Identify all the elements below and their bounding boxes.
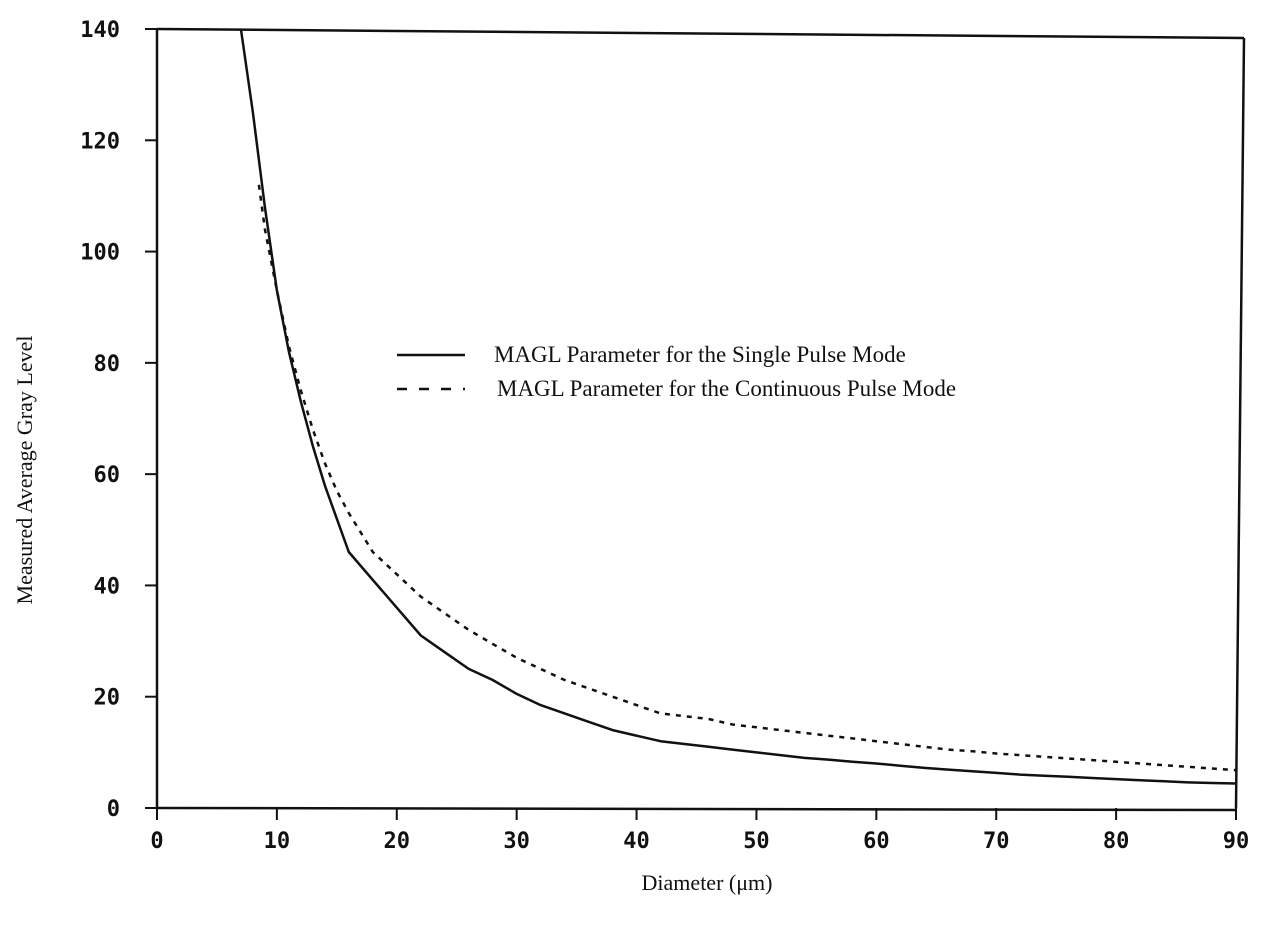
- x-tick-label: 60: [863, 829, 890, 854]
- x-tick-label: 20: [384, 829, 411, 854]
- series-line-continuous-pulse: [257, 184, 1237, 772]
- y-tick-label: 40: [94, 574, 121, 599]
- x-tick-label: 30: [503, 829, 530, 854]
- plot-border-right: [1234, 37, 1246, 809]
- y-axis-title: Measured Average Gray Level: [12, 336, 37, 605]
- legend-label-continuous: MAGL Parameter for the Continuous Pulse …: [497, 376, 956, 401]
- x-tick-label: 70: [983, 829, 1010, 854]
- y-tick-label: 120: [80, 129, 120, 154]
- y-tick-label: 100: [80, 241, 120, 266]
- series-layer: [239, 28, 1237, 785]
- x-tick-label: 10: [264, 829, 291, 854]
- y-tick-label: 140: [80, 18, 120, 43]
- x-tick-label: 50: [743, 829, 770, 854]
- y-axis-ticks: 0 20 40 60 80 100 120 140: [80, 18, 157, 822]
- x-axis-ticks: 0 10 20 30 40 50 60 70 80 90: [150, 808, 1249, 854]
- y-tick-label: 80: [94, 352, 121, 377]
- x-axis-title: Diameter (μm): [642, 870, 773, 895]
- x-tick-label: 80: [1103, 829, 1130, 854]
- x-axis-line: [156, 806, 1237, 812]
- plot-border-top: [156, 27, 1245, 40]
- y-tick-label: 0: [107, 797, 120, 822]
- y-tick-label: 20: [94, 686, 121, 711]
- x-tick-label: 90: [1223, 829, 1250, 854]
- plot-frame: [155, 27, 1246, 812]
- x-tick-label: 0: [150, 829, 163, 854]
- x-tick-label: 40: [623, 829, 650, 854]
- y-tick-label: 60: [94, 463, 121, 488]
- series-line-single-pulse: [239, 28, 1237, 785]
- legend-label-single: MAGL Parameter for the Single Pulse Mode: [494, 342, 906, 367]
- legend: MAGL Parameter for the Single Pulse Mode…: [397, 342, 956, 401]
